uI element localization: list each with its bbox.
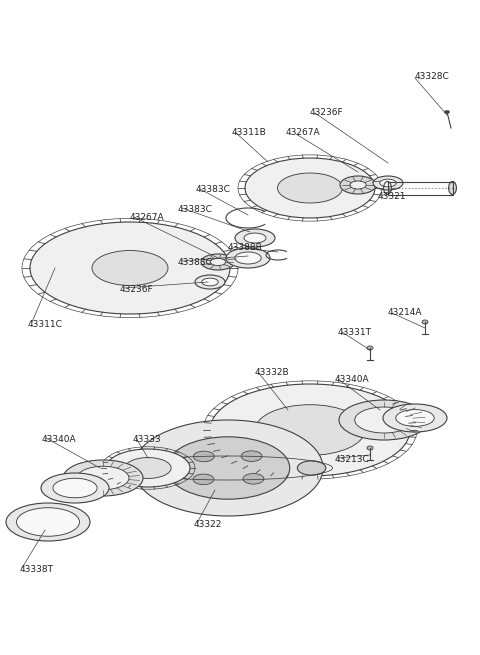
Ellipse shape: [130, 461, 159, 475]
Ellipse shape: [125, 458, 171, 478]
Text: 43267A: 43267A: [286, 128, 321, 137]
Text: 43213C: 43213C: [335, 455, 370, 464]
Ellipse shape: [77, 466, 129, 490]
Ellipse shape: [92, 250, 168, 286]
Text: 43340A: 43340A: [42, 435, 77, 444]
Text: 43236F: 43236F: [120, 285, 154, 294]
Ellipse shape: [243, 474, 264, 484]
Ellipse shape: [133, 420, 323, 516]
Text: 43388B: 43388B: [228, 243, 263, 252]
Ellipse shape: [235, 229, 275, 247]
Ellipse shape: [367, 446, 373, 450]
Ellipse shape: [367, 346, 373, 350]
Text: 43340A: 43340A: [335, 375, 370, 384]
Text: 43322: 43322: [194, 520, 222, 529]
Ellipse shape: [41, 473, 109, 503]
Ellipse shape: [201, 254, 235, 270]
Text: 43383C: 43383C: [178, 258, 213, 267]
Ellipse shape: [202, 278, 218, 286]
Text: 43328C: 43328C: [415, 72, 450, 81]
Ellipse shape: [383, 404, 447, 432]
Text: 43331T: 43331T: [338, 328, 372, 337]
Ellipse shape: [53, 478, 97, 498]
Text: 43383C: 43383C: [196, 185, 231, 194]
Ellipse shape: [380, 179, 396, 187]
Ellipse shape: [235, 252, 261, 264]
Ellipse shape: [297, 461, 326, 475]
Ellipse shape: [340, 176, 376, 194]
Ellipse shape: [6, 503, 90, 541]
Ellipse shape: [422, 320, 428, 324]
Ellipse shape: [444, 111, 449, 113]
Ellipse shape: [193, 451, 214, 462]
Text: 43311C: 43311C: [28, 320, 63, 329]
Text: 43236F: 43236F: [310, 108, 344, 117]
Ellipse shape: [226, 248, 270, 268]
Ellipse shape: [245, 158, 375, 218]
Ellipse shape: [241, 451, 262, 461]
Ellipse shape: [166, 437, 290, 499]
Text: 43311B: 43311B: [232, 128, 267, 137]
Ellipse shape: [195, 275, 225, 289]
Ellipse shape: [277, 173, 343, 203]
Ellipse shape: [255, 405, 365, 455]
Ellipse shape: [244, 233, 266, 243]
Ellipse shape: [339, 400, 429, 440]
Ellipse shape: [106, 449, 190, 487]
Ellipse shape: [30, 222, 230, 314]
Text: 43333: 43333: [133, 435, 162, 444]
Ellipse shape: [63, 460, 143, 496]
Text: 43214A: 43214A: [388, 308, 422, 317]
Text: 43332B: 43332B: [255, 368, 289, 377]
Text: 43321: 43321: [378, 192, 407, 201]
Ellipse shape: [373, 176, 403, 190]
Ellipse shape: [350, 181, 366, 189]
Ellipse shape: [210, 384, 410, 476]
Text: 43267A: 43267A: [130, 213, 165, 222]
Ellipse shape: [193, 474, 214, 485]
Text: 43338T: 43338T: [20, 565, 54, 574]
Ellipse shape: [210, 259, 226, 265]
Ellipse shape: [355, 407, 413, 433]
Ellipse shape: [16, 508, 80, 536]
Ellipse shape: [396, 409, 434, 426]
Text: 43383C: 43383C: [178, 205, 213, 214]
Ellipse shape: [449, 181, 456, 195]
